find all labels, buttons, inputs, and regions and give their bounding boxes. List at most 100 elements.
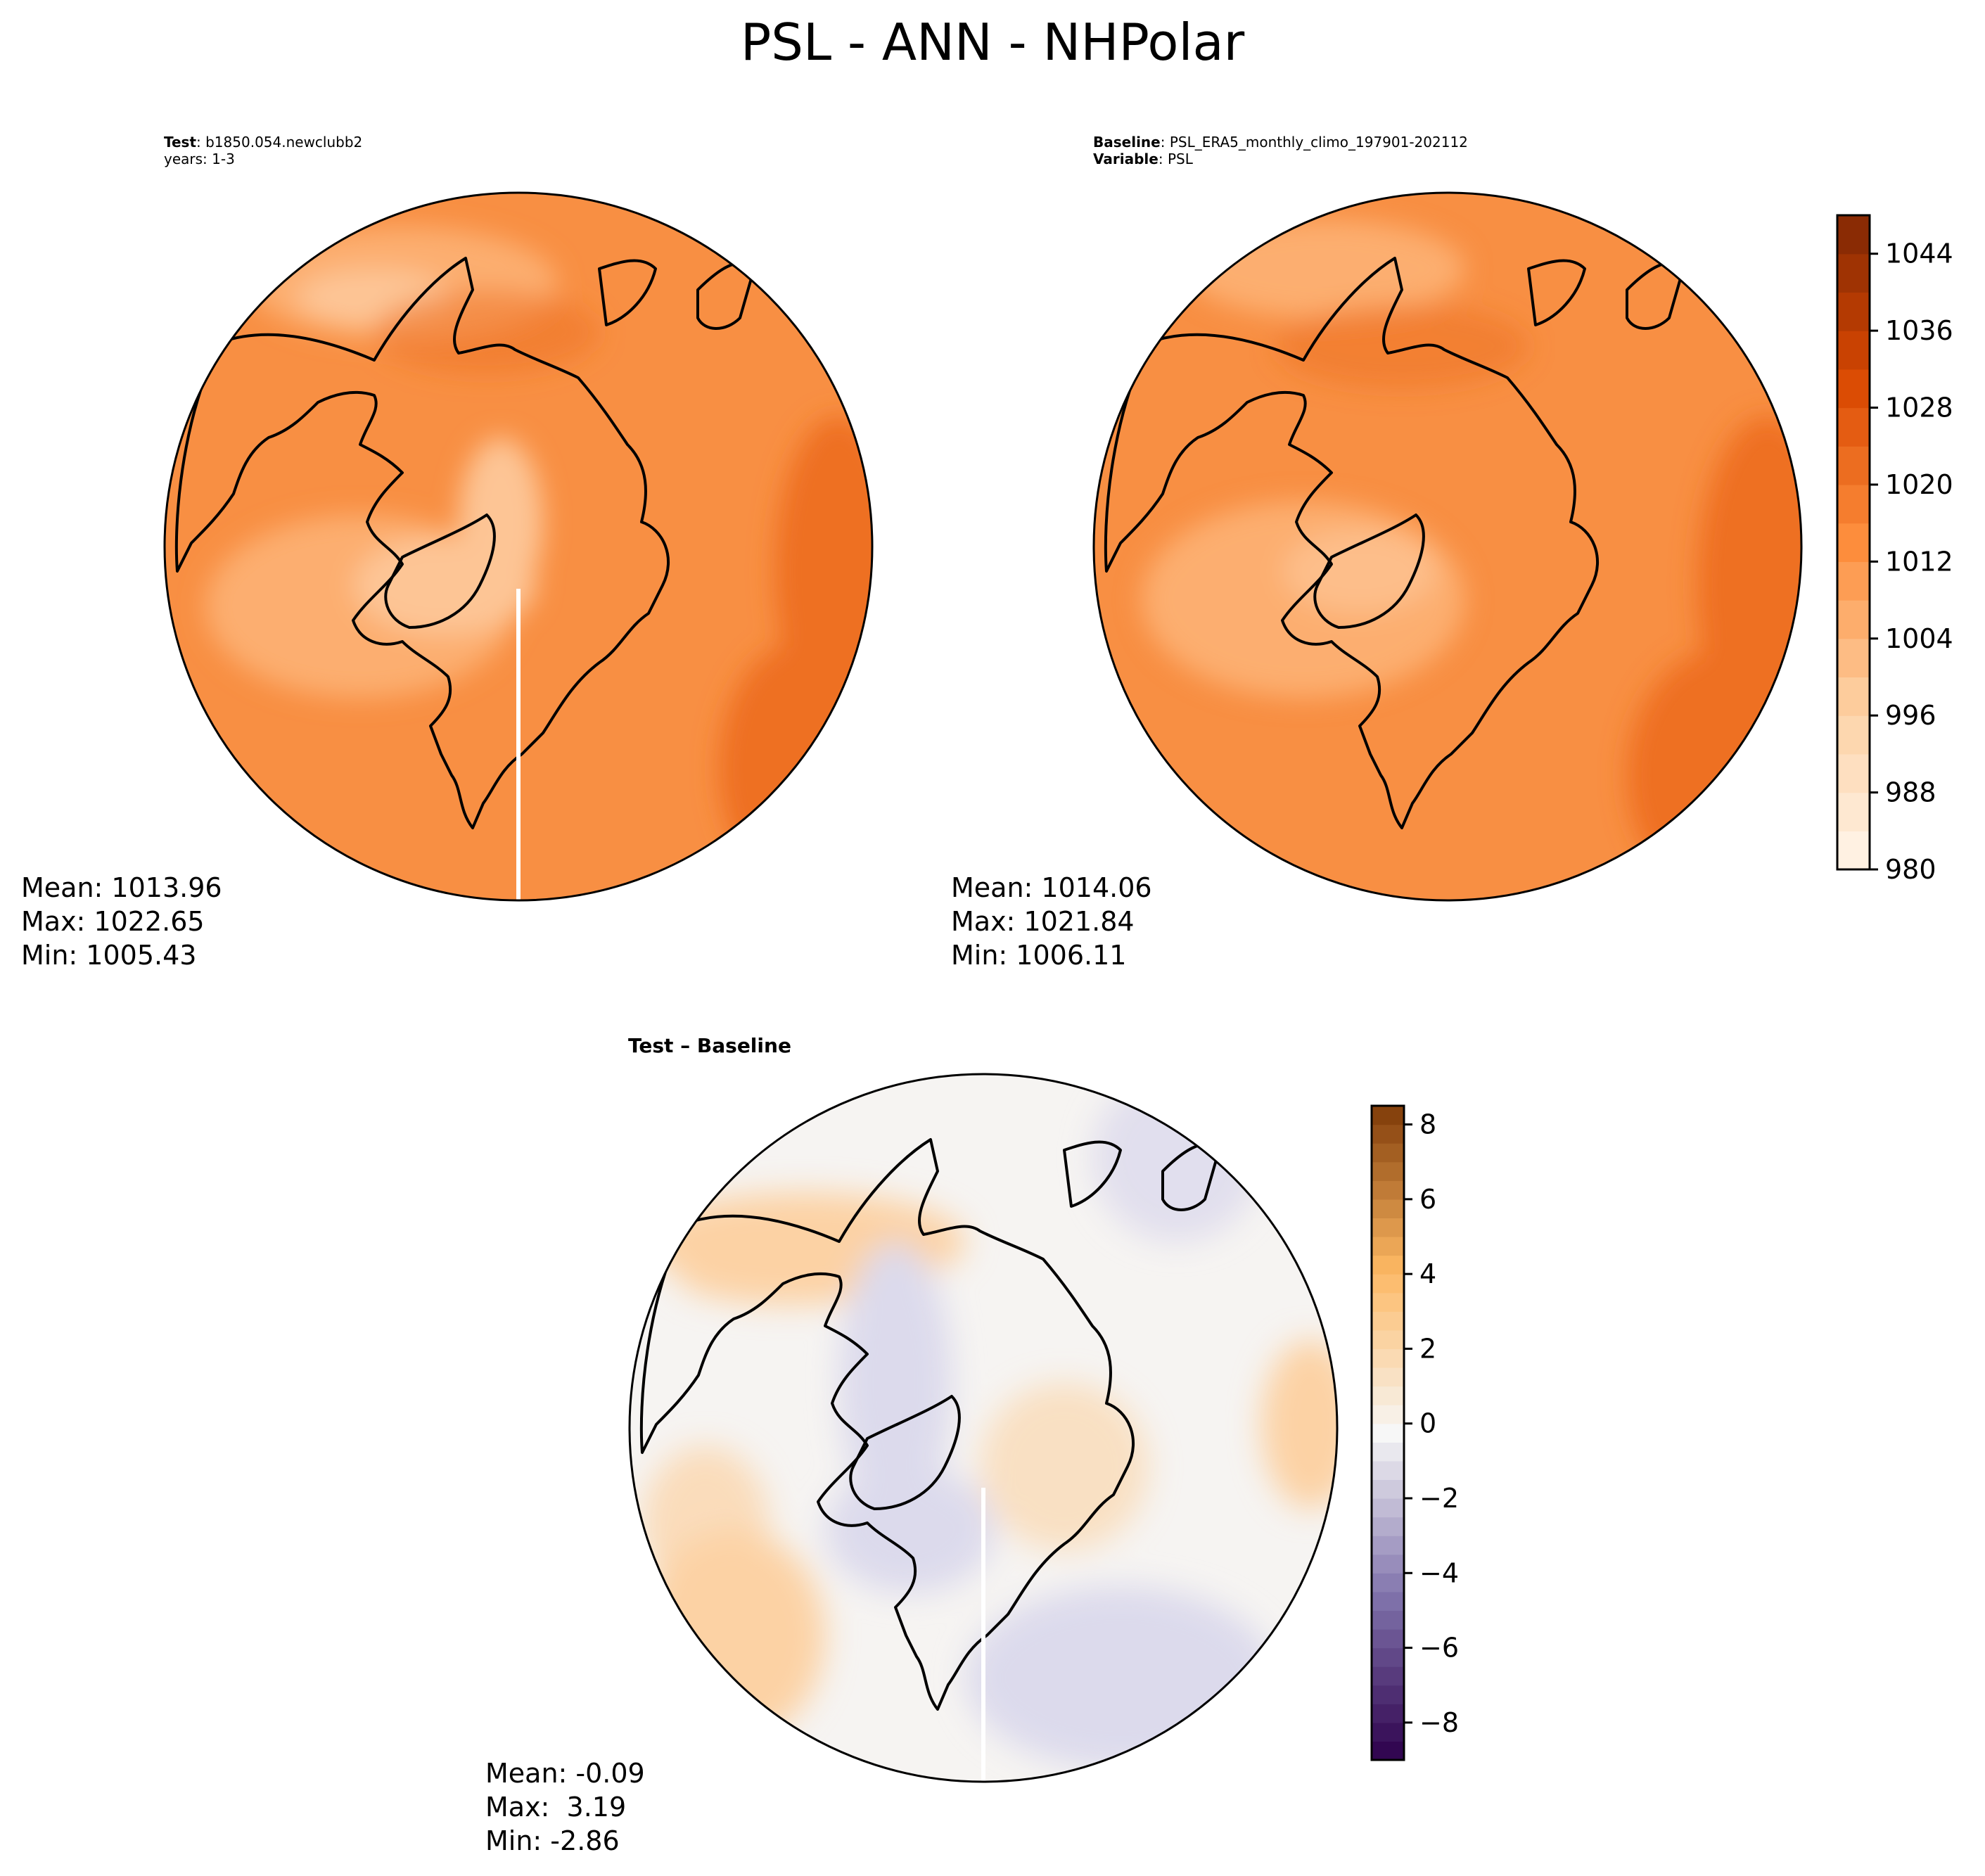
colorbar-level [1372,1124,1404,1144]
colorbar-level [1372,1311,1404,1331]
colorbar-level [1372,1685,1404,1704]
colorbar-level [1372,1460,1404,1481]
colorbar-level [1837,331,1870,370]
colorbar-tick-label: 1020 [1885,469,1953,500]
baseline-label: Baseline [1093,134,1161,151]
diff-colorbar: −8 −6 −4 −2 0 2 4 6 8 [1370,1104,1459,1761]
diff-mean: Mean: -0.09 [485,1758,645,1789]
diff-max: Max: 3.19 [485,1792,627,1823]
colorbar-level [1372,1405,1404,1424]
colorbar-level [1372,1423,1404,1443]
colorbar-frame [1370,1104,1405,1761]
test-label: Test [164,134,197,151]
colorbar-level [1372,1591,1404,1612]
colorbar-level [1372,1479,1404,1499]
colorbar-tick-label: 4 [1419,1258,1436,1289]
colorbar-level [1372,1237,1404,1256]
colorbar-tick-label: −6 [1419,1633,1459,1664]
variable-name: : PSL [1158,151,1193,167]
colorbar-level [1372,1255,1404,1275]
colorbar-level [1372,1199,1404,1219]
colorbar-level [1372,1704,1404,1723]
colorbar-tick-label: 6 [1419,1184,1436,1215]
colorbar-tick-label: −4 [1419,1557,1459,1588]
colorbar-level [1837,600,1870,639]
test-mean: Mean: 1013.96 [21,872,222,903]
colorbar-tick-label: −8 [1419,1707,1459,1738]
colorbar-level [1837,561,1870,601]
colorbar-tick-label: 996 [1885,700,1936,731]
colorbar-level [1837,753,1870,793]
colorbar-tick-label: 1004 [1885,623,1953,654]
baseline-subtitle: Baseline: PSL_ERA5_monthly_climo_197901-… [1093,134,1468,167]
psl-colorbar: 980 988 996 1004 1012 1020 1028 1036 1044 [1836,214,1953,885]
colorbar-level [1837,446,1870,485]
colorbar-tick-label: 1044 [1885,238,1953,269]
colorbar-tick-label: 2 [1419,1333,1436,1364]
colorbar-tick-label: 1028 [1885,393,1953,423]
colorbar-tick-label: −2 [1419,1483,1459,1514]
colorbar-level [1837,792,1870,831]
test-stats: Mean: 1013.96 Max: 1022.65 Min: 1005.43 [21,871,222,972]
colorbar-level [1372,1647,1404,1667]
colorbar-frame [1836,214,1871,871]
baseline-case-name: : PSL_ERA5_monthly_climo_197901-202112 [1160,134,1468,151]
colorbar-level [1372,1274,1404,1294]
colorbar-level [1372,1180,1404,1200]
colorbar-level [1837,523,1870,562]
baseline-stats: Mean: 1014.06 Max: 1021.84 Min: 1006.11 [951,871,1152,972]
diff-min: Min: -2.86 [485,1825,620,1856]
colorbar-level [1837,253,1870,293]
colorbar-level [1372,1610,1404,1630]
colorbar-tick-label: 1012 [1885,546,1953,577]
colorbar-level [1837,638,1870,678]
colorbar-level [1372,1386,1404,1405]
colorbar-level [1372,1722,1404,1742]
colorbar-level [1837,407,1870,447]
diff-stats: Mean: -0.09 Max: 3.19 Min: -2.86 [485,1756,645,1858]
colorbar-level [1837,484,1870,524]
colorbar-level [1372,1106,1404,1125]
test-min: Min: 1005.43 [21,940,197,971]
baseline-map [1092,191,1803,902]
baseline-max: Max: 1021.84 [951,906,1135,937]
colorbar-level [1372,1573,1404,1593]
colorbar-level [1372,1498,1404,1518]
colorbar-level [1372,1517,1404,1536]
test-map [163,191,874,902]
colorbar-level [1837,292,1870,331]
colorbar-tick-label: 0 [1419,1408,1436,1439]
diff-subtitle: Test – Baseline [628,1034,791,1057]
colorbar-level [1372,1442,1404,1462]
colorbar-level [1372,1329,1404,1350]
colorbar-level [1372,1292,1404,1312]
colorbar-level [1837,715,1870,755]
colorbar-level [1372,1367,1404,1387]
colorbar-tick-label: 1036 [1885,315,1953,346]
colorbar-level [1372,1666,1404,1686]
test-years: years: 1-3 [164,151,235,167]
difference-map [628,1073,1339,1783]
colorbar-level [1372,1629,1404,1649]
colorbar-level [1372,1218,1404,1237]
colorbar-level [1837,215,1870,255]
colorbar-tick-label: 988 [1885,777,1936,808]
colorbar-level [1372,1143,1404,1163]
test-max: Max: 1022.65 [21,906,205,937]
colorbar-level [1372,1741,1404,1761]
colorbar-level [1837,369,1870,409]
colorbar-tick-label: 980 [1885,854,1936,885]
colorbar-level [1837,831,1870,870]
baseline-min: Min: 1006.11 [951,940,1127,971]
test-subtitle: Test: b1850.054.newclubb2 years: 1-3 [164,134,362,167]
variable-label: Variable [1093,151,1159,167]
colorbar-level [1372,1161,1404,1181]
colorbar-level [1372,1536,1404,1555]
baseline-mean: Mean: 1014.06 [951,872,1152,903]
colorbar-tick-label: 8 [1419,1109,1436,1140]
colorbar-level [1372,1554,1404,1574]
test-case-name: : b1850.054.newclubb2 [196,134,363,151]
colorbar-level [1837,677,1870,716]
figure-title: PSL - ANN - NHPolar [740,13,1245,72]
colorbar-level [1372,1348,1404,1368]
